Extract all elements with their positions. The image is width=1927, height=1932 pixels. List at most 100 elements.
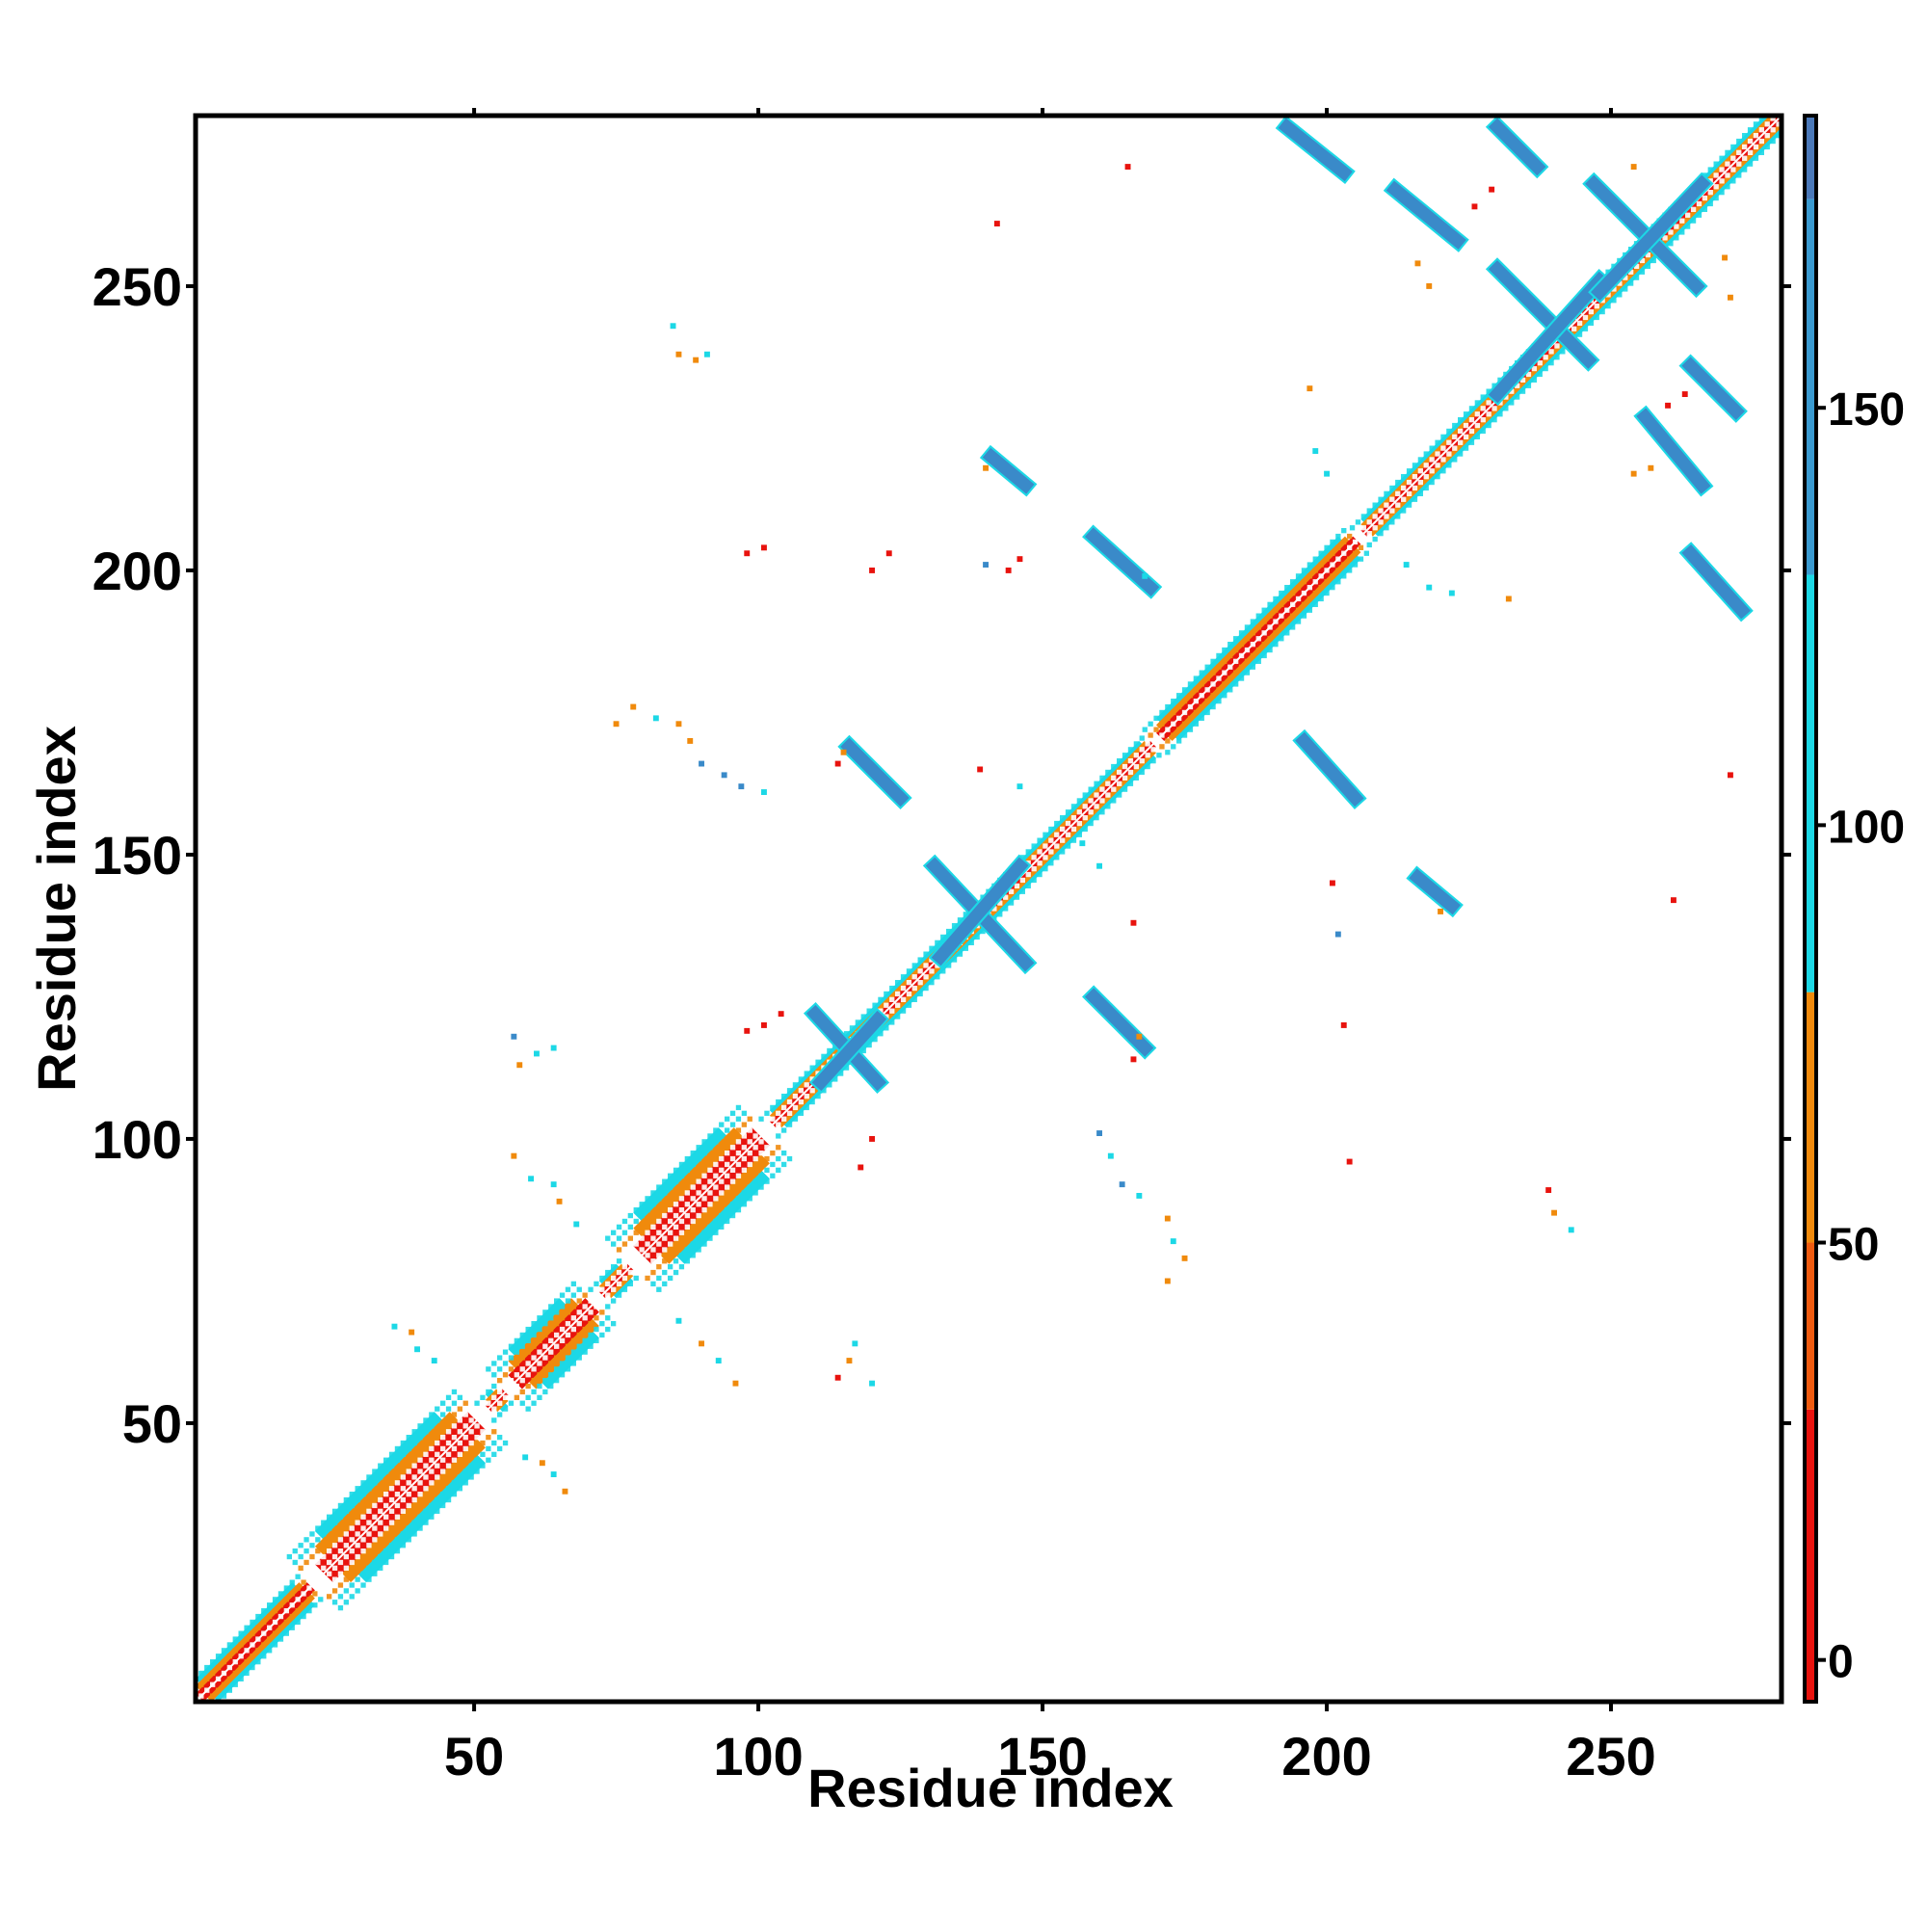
contact-point-93 [1648,464,1654,471]
contact-point-87 [1471,203,1478,210]
strand-contact-10 [1485,116,1549,179]
contact-point-74 [834,1374,841,1381]
x-tick-label-0: 50 [444,1726,504,1786]
strand-contact-18 [1485,269,1612,407]
contact-point-23 [687,738,694,744]
contact-point-75 [846,1358,853,1363]
strand-contact-17 [928,854,1032,969]
contact-point-88 [1489,186,1495,193]
contact-point-18 [1505,595,1512,602]
x-tick-label-4: 250 [1566,1726,1655,1786]
colorbar-band-4 [1805,198,1816,575]
colorbar-band-1 [1805,1242,1816,1410]
contact-point-64 [1551,1209,1557,1216]
contact-point-59 [1164,1215,1171,1222]
contact-point-41 [550,1045,557,1051]
colorbar-tick-label-2: 100 [1828,802,1905,853]
contact-point-12 [885,550,892,557]
diagonal-band-7 [1142,528,1369,755]
contact-point-65 [1568,1227,1574,1233]
contact-point-26 [738,783,745,790]
contact-point-43 [761,1022,767,1028]
diagonal-band-2 [474,1383,515,1423]
contact-point-82 [1403,562,1410,568]
strand-contact-4 [1082,524,1163,599]
contact-point-37 [1671,897,1676,904]
strand-contact-14 [1678,354,1748,423]
diagonal-band-1 [286,1389,509,1611]
colorbar-tick-label-0: 0 [1828,1637,1854,1688]
contact-point-48 [858,1164,864,1171]
contact-point-72 [715,1358,722,1363]
contact-point-80 [550,1471,557,1477]
colorbar-tick-label-3: 150 [1828,384,1905,436]
contact-point-85 [1630,164,1637,170]
plot-frame [193,113,1784,1705]
contact-point-27 [761,789,767,795]
contact-point-9 [744,550,751,557]
colorbar-band-3 [1805,574,1816,992]
contact-point-76 [852,1340,858,1347]
contact-point-42 [744,1027,751,1034]
contact-point-57 [556,1198,563,1204]
contact-point-29 [977,766,984,773]
contact-point-86 [1630,470,1637,477]
contact-point-81 [562,1488,568,1495]
colorbar-band-2 [1805,992,1816,1243]
contact-point-92 [1681,391,1688,397]
contact-point-4 [693,357,700,363]
x-tick-label-3: 200 [1281,1726,1371,1786]
x-tick-label-2: 150 [997,1726,1087,1786]
contact-point-60 [1170,1238,1176,1245]
y-tick-label-3: 200 [92,541,182,601]
x-axis: 50 100 150 200 250 [444,1702,1656,1786]
contact-point-78 [522,1454,529,1461]
strand-contact-6 [1292,728,1367,810]
contact-point-56 [550,1181,557,1188]
contact-point-62 [1164,1278,1171,1284]
contact-point-97 [1438,909,1443,914]
diagonal-band-0 [196,1574,324,1702]
contact-point-91 [1665,402,1671,409]
plot-area [196,116,1782,1702]
contact-point-28 [834,760,841,767]
contact-point-31 [1079,840,1086,847]
contact-point-77 [869,1380,875,1387]
contact-point-68 [414,1346,420,1353]
strand-contact-13 [1633,405,1714,497]
y-tick-label-1: 100 [92,1109,182,1170]
contact-point-21 [652,715,659,722]
contact-point-16 [1426,584,1433,591]
contact-point-14 [1005,568,1012,573]
contact-point-71 [699,1340,704,1347]
contact-point-8 [1324,470,1330,477]
x-tick-label-1: 100 [713,1726,803,1786]
contact-point-96 [1142,572,1148,579]
contact-point-54 [511,1152,517,1159]
contact-point-38 [511,1033,517,1040]
contact-point-39 [516,1062,523,1069]
contact-point-32 [1096,862,1102,869]
contact-point-19 [613,721,620,728]
contact-point-58 [573,1221,580,1228]
colorbar-band-0 [1805,1409,1816,1702]
contact-point-25 [721,772,727,779]
contact-point-17 [1448,590,1455,596]
contact-point-11 [869,568,875,573]
contact-point-30 [1016,783,1023,790]
contact-point-49 [1096,1130,1102,1136]
right-axis-ticks [1782,283,1791,1425]
colorbar: 0 50 100 150 [1803,114,1905,1704]
y-tick-label-0: 50 [122,1393,182,1454]
contact-point-0 [1124,164,1131,170]
contact-point-13 [983,562,989,568]
contact-point-55 [528,1176,534,1182]
y-axis-label: Residue index [26,726,87,1092]
contact-point-45 [1130,1056,1137,1063]
contact-point-6 [1307,385,1313,392]
strand-contact-19 [1588,172,1714,304]
strand-contact-9 [1383,177,1469,252]
contact-point-1 [993,221,1000,226]
diagonal-band-5 [605,1104,793,1292]
strand-contact-2 [837,734,912,810]
